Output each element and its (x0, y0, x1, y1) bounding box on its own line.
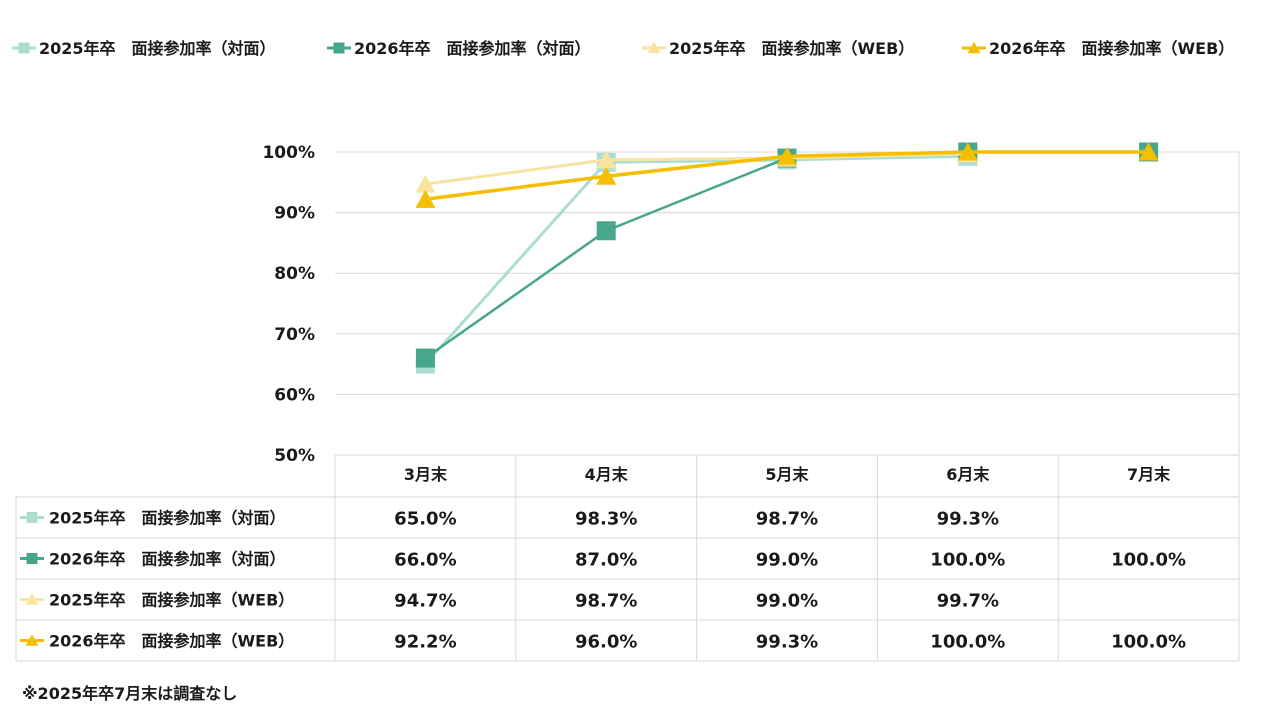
table-cell: 96.0% (575, 632, 637, 653)
series (415, 146, 978, 374)
row-series-label: 2025年卒 面接参加率（対面） (49, 509, 286, 528)
data-point-triangle (596, 166, 617, 185)
y-tick-label: 70% (274, 325, 315, 345)
table-cell: 98.7% (756, 509, 818, 530)
x-tick-label: 5月末 (765, 465, 809, 484)
data-point-triangle (777, 146, 797, 165)
y-tick-label: 50% (274, 446, 315, 466)
x-tick-label: 7月末 (1127, 465, 1171, 484)
table-cell: 99.3% (756, 632, 818, 653)
table-cell: 99.7% (937, 591, 999, 612)
legend-label: 2025年卒 面接参加率（WEB） (669, 39, 914, 58)
row-triangle-icon (25, 593, 39, 605)
table-cell: 94.7% (394, 591, 456, 612)
x-tick-label: 3月末 (404, 465, 448, 484)
row-square-icon (26, 553, 38, 564)
data-point-triangle (596, 150, 617, 169)
legend-triangle-icon (967, 41, 981, 54)
table-row: 2026年卒 面接参加率（対面） 66.0% 87.0% 99.0% 100.0% 100… (20, 550, 1186, 571)
table-cell: 65.0% (394, 509, 456, 530)
table-cell: 100.0% (930, 632, 1005, 653)
chart-legend: 2025年卒 面接参加率（対面） 2026年卒 面接参加率（対面） 2025年卒 面… (12, 39, 1234, 58)
table-cell: 92.2% (394, 632, 456, 653)
row-square-icon (26, 512, 38, 523)
table-cell: 99.0% (756, 591, 818, 612)
data-point-triangle (415, 189, 436, 208)
legend-label: 2025年卒 面接参加率（対面） (39, 39, 276, 58)
table-cell: 66.0% (394, 550, 456, 571)
table-cell: 98.7% (575, 591, 637, 612)
x-tick-label: 6月末 (946, 465, 990, 484)
row-series-label: 2025年卒 面接参加率（WEB） (49, 591, 294, 610)
table-cell: 100.0% (1111, 632, 1186, 653)
table-row: 2025年卒 面接参加率（対面） 65.0% 98.3% 98.7% 99.3% (20, 509, 999, 530)
table-cell: 99.0% (756, 550, 818, 571)
table-row: 2025年卒 面接参加率（WEB） 94.7% 98.7% 99.0% 99.7% (20, 591, 999, 612)
table-cell: 100.0% (930, 550, 1005, 571)
legend-item: 2025年卒 面接参加率（WEB） (642, 39, 914, 58)
legend-label: 2026年卒 面接参加率（対面） (354, 39, 591, 58)
row-series-label: 2026年卒 面接参加率（対面） (49, 550, 286, 569)
series-line (425, 152, 968, 186)
x-tick-label: 4月末 (585, 465, 629, 484)
y-tick-label: 100% (262, 143, 315, 163)
data-point-square (415, 348, 435, 368)
data-point-triangle (415, 174, 436, 193)
data-point-triangle (957, 142, 978, 161)
table-cell: 99.3% (937, 509, 999, 530)
series-line (424, 150, 1149, 360)
y-tick-label: 90% (274, 204, 315, 224)
data-point-square (596, 221, 616, 241)
data-point-triangle (1138, 142, 1159, 161)
data-table: 3月末 4月末 5月末 6月末 7月末 2025年卒 面接参加率（対面） 65.0% 98.3… (15, 455, 1240, 662)
gridlines (335, 151, 1240, 456)
legend-square-icon (18, 42, 30, 54)
table-row: 2026年卒 面接参加率（WEB） 92.2% 96.0% 99.3% 100.0% 10… (20, 632, 1186, 653)
table-cell: 100.0% (1111, 550, 1186, 571)
legend-item: 2026年卒 面接参加率（対面） (327, 39, 591, 58)
table-cell: 87.0% (575, 550, 637, 571)
row-triangle-icon (25, 634, 39, 646)
legend-item: 2026年卒 面接参加率（WEB） (962, 39, 1234, 58)
legend-label: 2026年卒 面接参加率（WEB） (989, 39, 1234, 58)
y-tick-label: 60% (274, 385, 315, 405)
table-cell: 98.3% (575, 509, 637, 530)
series (415, 142, 1159, 208)
series-line (424, 154, 968, 366)
legend-triangle-icon (647, 41, 661, 54)
legend-item: 2025年卒 面接参加率（対面） (12, 39, 276, 58)
y-tick-label: 80% (274, 264, 315, 284)
row-series-label: 2026年卒 面接参加率（WEB） (49, 632, 294, 651)
footnote: ※2025年卒7月末は調査なし (22, 684, 237, 703)
legend-square-icon (333, 42, 345, 54)
